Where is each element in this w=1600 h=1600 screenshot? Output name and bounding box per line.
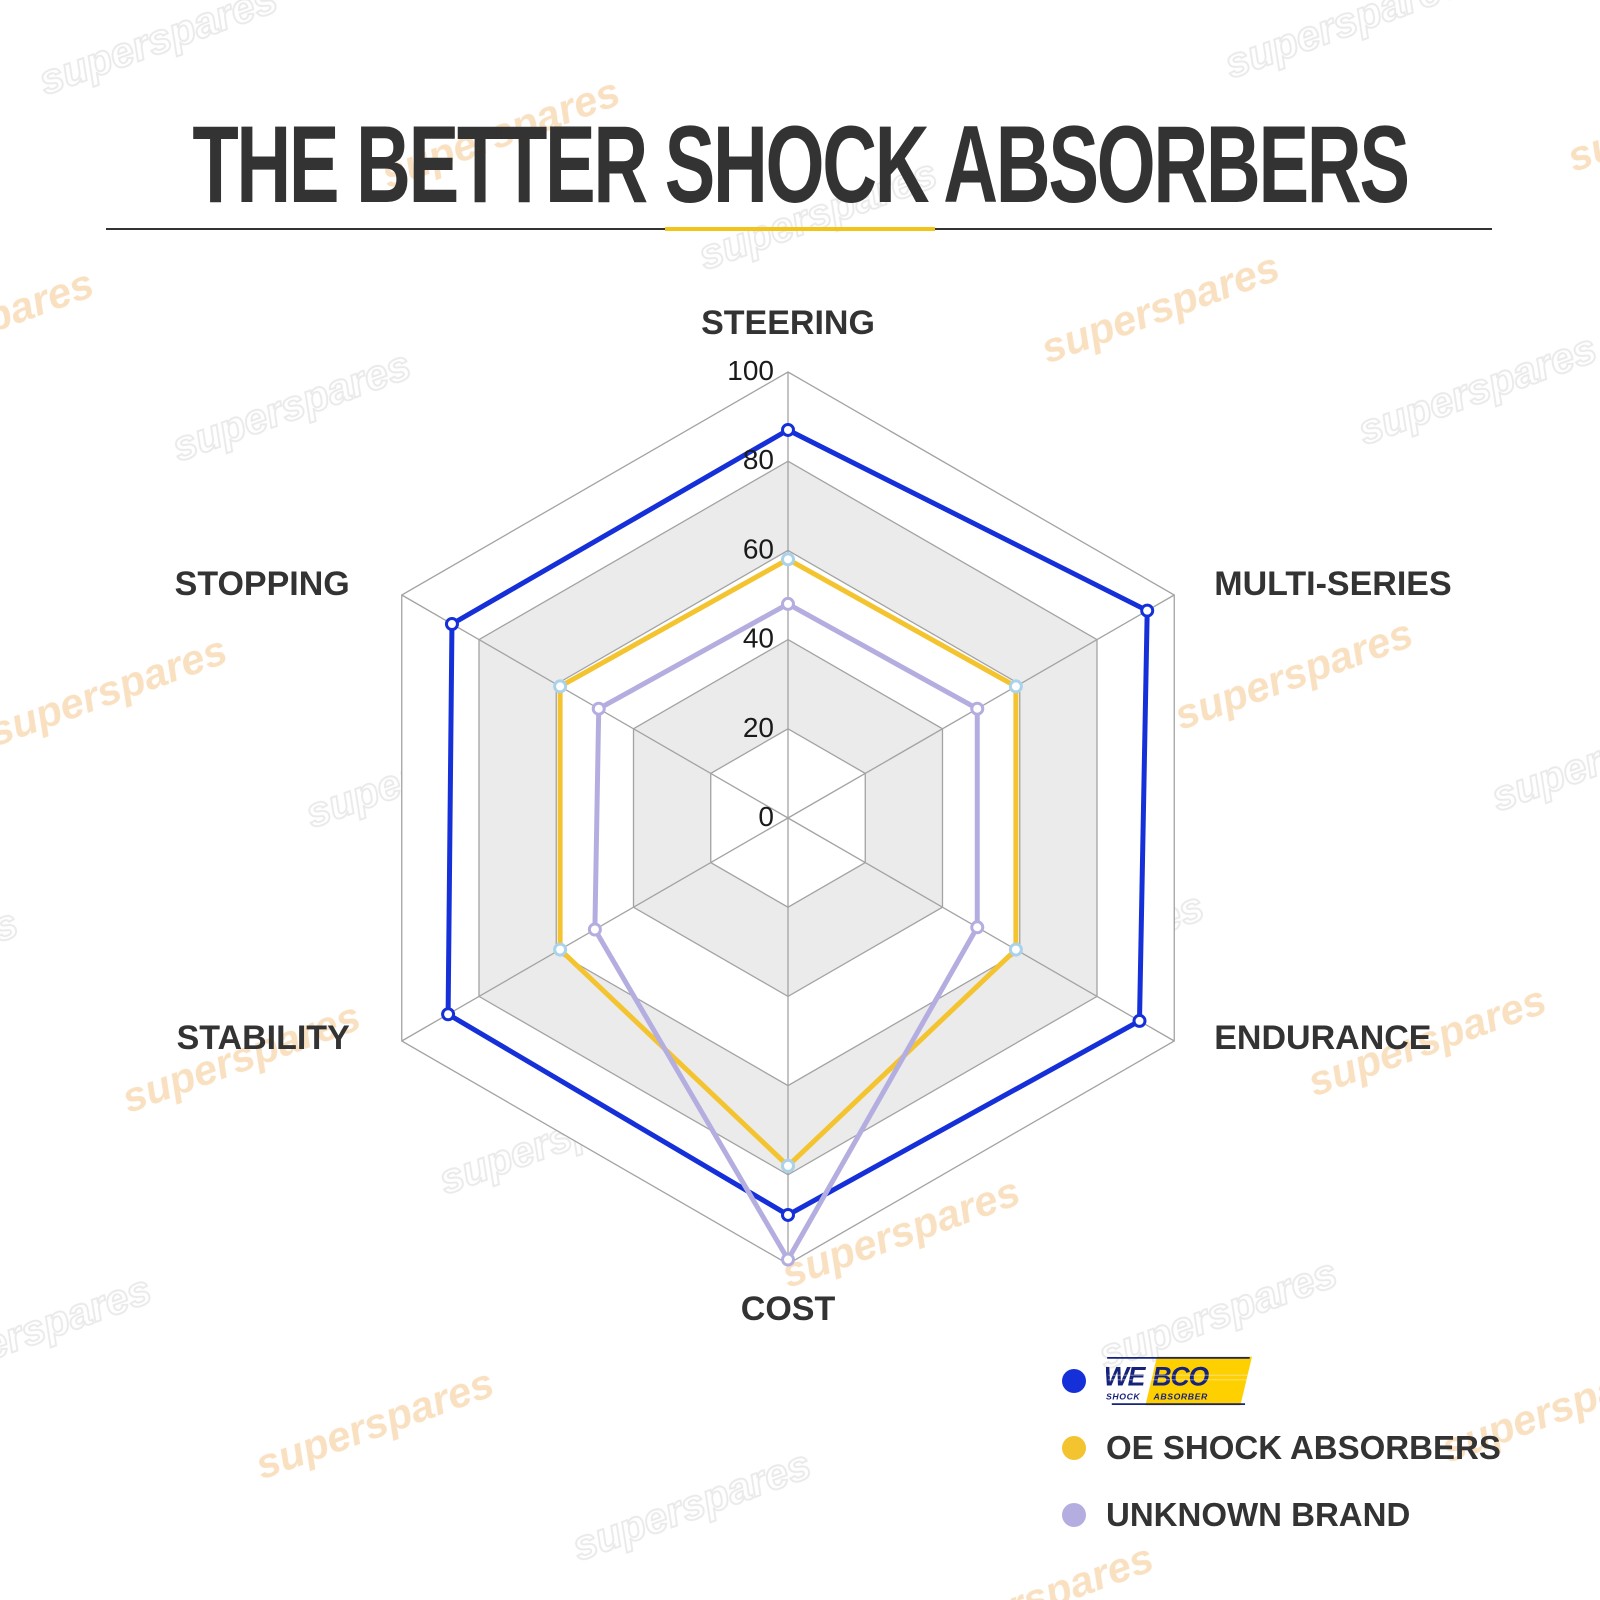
svg-text:ABSORBER: ABSORBER [1153,1391,1208,1401]
svg-text:20: 20 [743,712,774,743]
svg-text:STABILITY: STABILITY [177,1019,350,1057]
svg-text:STOPPING: STOPPING [175,565,350,603]
svg-text:COST: COST [741,1290,836,1328]
svg-text:ENDURANCE: ENDURANCE [1214,1019,1431,1057]
svg-text:100: 100 [727,355,774,386]
svg-text:SHOCK: SHOCK [1106,1391,1140,1401]
svg-text:0: 0 [758,801,774,832]
svg-text:60: 60 [743,533,774,564]
svg-text:MULTI-SERIES: MULTI-SERIES [1214,565,1451,603]
svg-text:STEERING: STEERING [701,304,875,342]
svg-text:80: 80 [743,444,774,475]
svg-text:40: 40 [743,623,774,654]
